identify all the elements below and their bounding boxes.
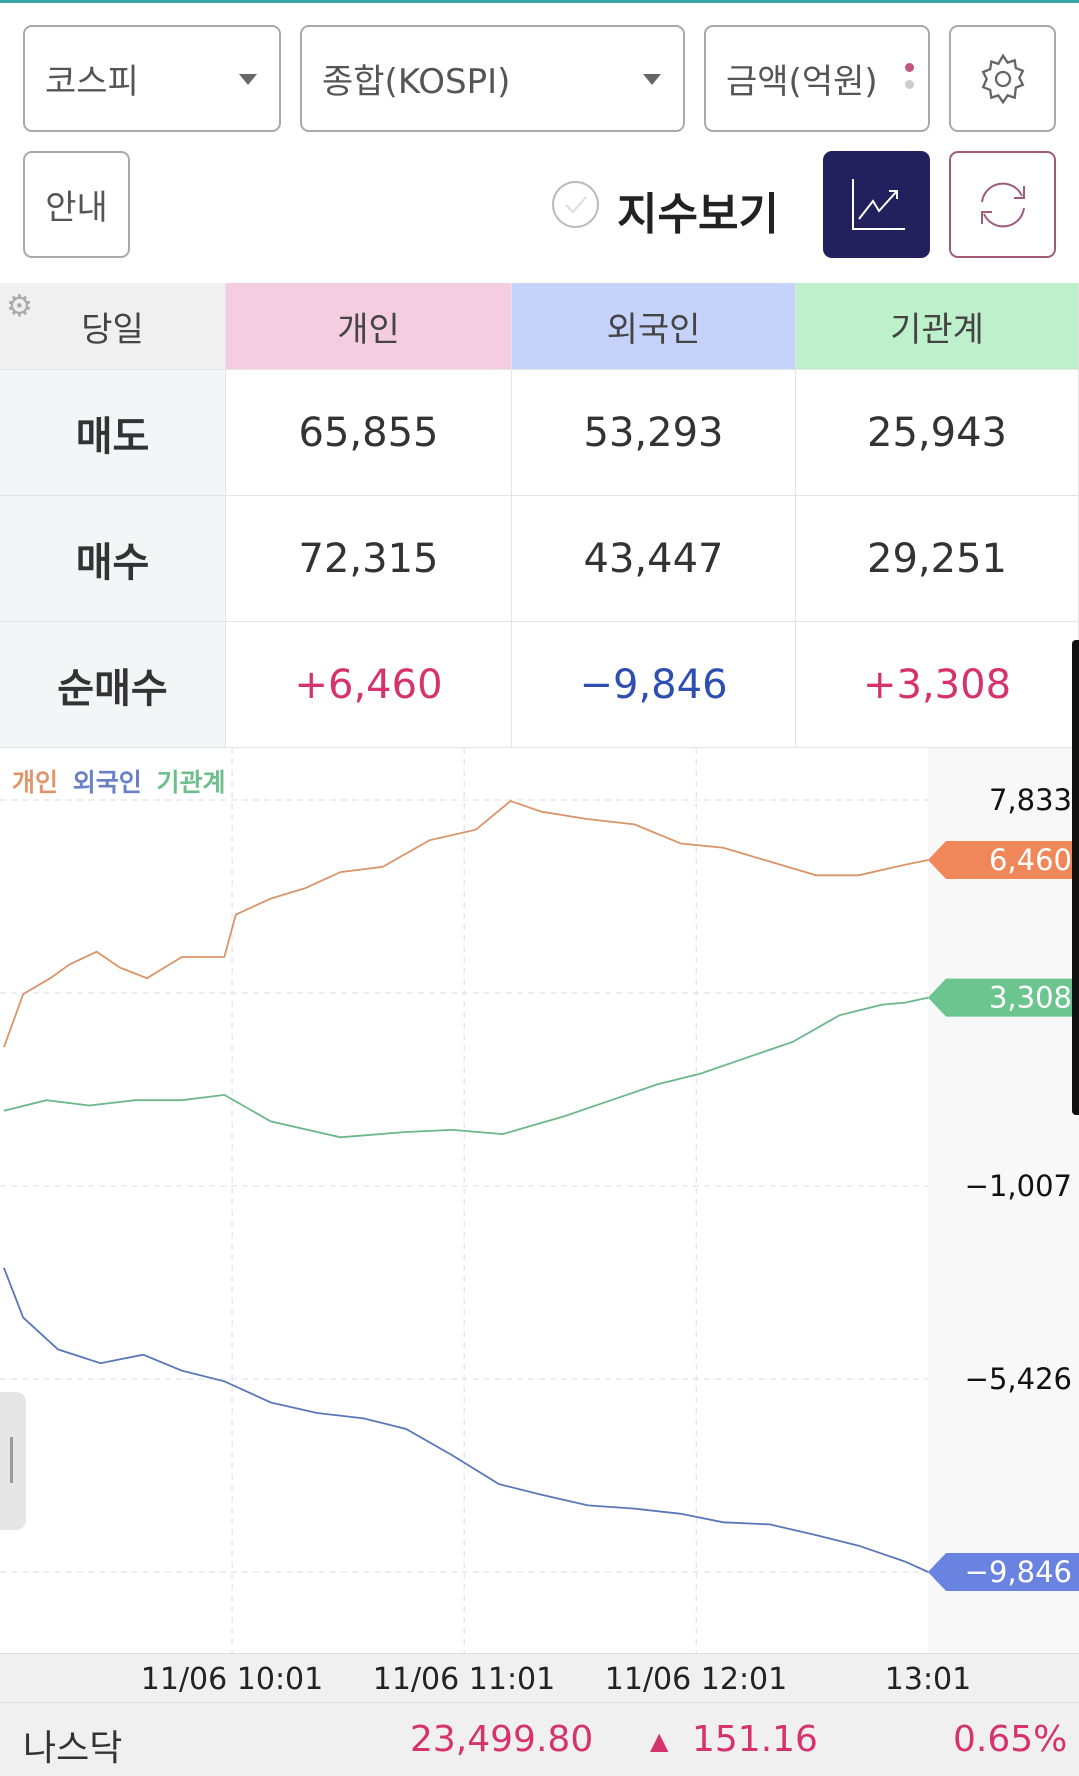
sell-individual: 65,855	[226, 370, 512, 496]
header-foreign: 외국인	[512, 283, 796, 370]
market-select-value: 코스피	[45, 62, 139, 102]
refresh-button[interactable]	[949, 151, 1056, 258]
buy-foreign: 43,447	[512, 496, 796, 622]
market-select[interactable]: 코스피	[23, 25, 281, 132]
row-label-net: 순매수	[0, 622, 226, 748]
gear-icon	[981, 52, 1024, 104]
row-label-sell: 매도	[0, 370, 226, 496]
sell-foreign: 53,293	[512, 370, 796, 496]
header-institution: 기관계	[796, 283, 1079, 370]
index-select[interactable]: 종합(KOSPI)	[300, 25, 685, 132]
x-tick: 11/06 12:01	[604, 1662, 788, 1697]
x-tick: 11/06 11:01	[372, 1662, 556, 1697]
refresh-icon	[980, 182, 1025, 227]
chevron-down-icon	[239, 73, 257, 85]
series-line-개인	[3, 799, 929, 1048]
net-buy-line-chart: 개인 외국인 기관계 7,833 −1,007 −5,426 6,460 −9,846…	[0, 748, 1079, 1653]
unit-select-value: 금액(억원)	[726, 62, 878, 102]
right-scrollbar[interactable]	[1072, 640, 1079, 1115]
ticker-name: 나스닥	[23, 1728, 123, 1769]
guide-button-label: 안내	[45, 188, 108, 228]
show-index-checkbox[interactable]	[552, 181, 599, 228]
sell-institution: 25,943	[796, 370, 1079, 496]
x-tick: 11/06 10:01	[140, 1662, 324, 1697]
trend-chart-icon	[851, 178, 905, 230]
ticker-change: 151.16	[692, 1719, 818, 1760]
last-value-tag	[928, 978, 1079, 1017]
left-drawer-handle[interactable]	[0, 1392, 26, 1530]
net-institution: +3,308	[796, 622, 1079, 748]
settings-button[interactable]	[949, 25, 1056, 132]
legend-individual: 개인	[12, 768, 58, 797]
header-individual: 개인	[226, 283, 512, 370]
corner-label: 당일	[81, 309, 144, 350]
series-line-외국인	[3, 1267, 929, 1573]
guide-button[interactable]: 안내	[23, 151, 130, 258]
show-index-label: 지수보기	[617, 189, 779, 240]
last-value-label: −9,846	[965, 1555, 1072, 1589]
buy-institution: 29,251	[796, 496, 1079, 622]
y-axis-area	[928, 748, 1079, 1653]
last-value-label: 6,460	[989, 843, 1072, 877]
chevron-down-icon	[643, 73, 661, 85]
row-label-buy: 매수	[0, 496, 226, 622]
unit-select[interactable]: 금액(억원)	[704, 25, 930, 132]
check-icon	[564, 195, 587, 213]
ticker-change-pct: 0.65%	[953, 1719, 1068, 1760]
net-foreign: −9,846	[512, 622, 796, 748]
net-individual: +6,460	[226, 622, 512, 748]
last-value-tag	[928, 840, 1079, 879]
last-value-label: 3,308	[989, 981, 1072, 1015]
legend-foreign: 외국인	[73, 768, 142, 797]
ticker-price: 23,499.80	[410, 1719, 594, 1760]
last-value-tag	[928, 1553, 1079, 1591]
legend-institution: 기관계	[156, 768, 225, 797]
series-line-기관계	[3, 996, 929, 1139]
corner-header: ⚙ 당일	[0, 283, 226, 370]
more-dots-icon	[905, 63, 914, 97]
buy-individual: 72,315	[226, 496, 512, 622]
nasdaq-ticker[interactable]: 나스닥 23,499.80 ▲ 151.16 0.65%	[0, 1702, 1079, 1776]
x-tick: 13:01	[884, 1662, 972, 1697]
x-axis: 11/06 10:01 11/06 11:01 11/06 12:01 13:0…	[0, 1653, 1079, 1702]
index-select-value: 종합(KOSPI)	[322, 62, 511, 102]
top-accent-bar	[0, 0, 1079, 3]
y-tick: −5,426	[965, 1362, 1072, 1396]
legend: 개인 외국인 기관계	[12, 768, 225, 797]
gear-icon[interactable]: ⚙	[6, 289, 33, 324]
y-tick: −1,007	[965, 1169, 1072, 1203]
up-triangle-icon: ▲	[650, 1727, 669, 1755]
y-tick: 7,833	[989, 783, 1072, 817]
chart-view-button[interactable]	[823, 151, 930, 258]
